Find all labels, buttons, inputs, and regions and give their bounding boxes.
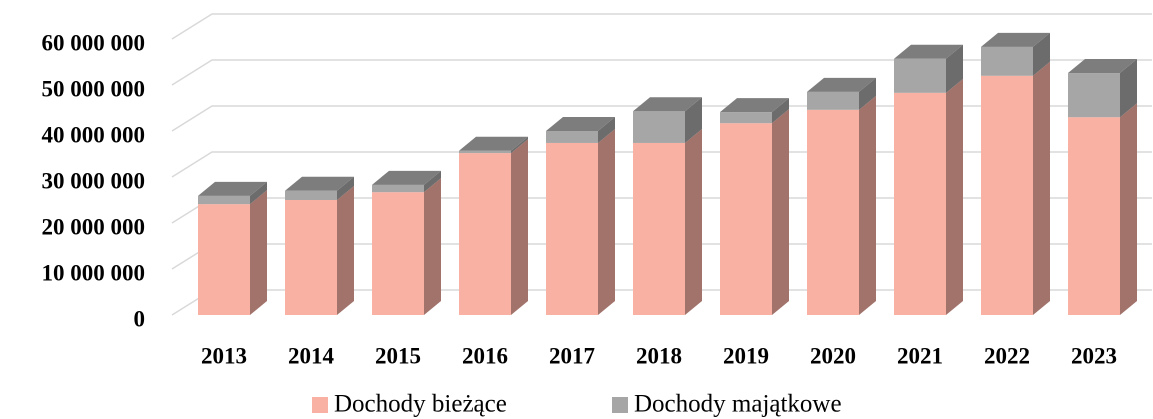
bar-side: [772, 109, 789, 316]
bar-top: [894, 44, 963, 59]
bar-front: [285, 200, 337, 315]
bar-front: [372, 192, 424, 315]
bar-side: [772, 98, 789, 124]
bar-front: [198, 195, 250, 205]
bar-top: [546, 117, 615, 131]
x-tick-label: 2015: [375, 343, 421, 368]
bar-front: [1068, 73, 1120, 118]
bar-front: [720, 123, 772, 316]
x-tick-label: 2016: [462, 343, 508, 368]
bar-front: [720, 112, 772, 124]
x-tick-label: 2021: [897, 343, 943, 368]
bar-side: [946, 44, 963, 93]
x-tick-label: 2019: [723, 343, 769, 368]
bar-side: [250, 181, 267, 205]
bar-top: [633, 97, 702, 112]
bar-front: [981, 75, 1033, 315]
bar-front: [981, 46, 1033, 76]
grid-line: [171, 13, 1152, 40]
bar-side: [424, 178, 441, 315]
bar-side: [859, 77, 876, 110]
bar-side: [1120, 103, 1137, 315]
bar-side: [859, 95, 876, 315]
bar-front: [198, 204, 250, 315]
y-tick-label: 10 000 000: [42, 260, 146, 285]
bar-top: [198, 181, 267, 196]
bar-side: [1120, 59, 1137, 118]
bar-top: [459, 136, 528, 151]
bar-side: [337, 186, 354, 315]
bar-front: [546, 131, 598, 143]
bar-front: [807, 109, 859, 315]
bar-side: [424, 170, 441, 193]
legend-swatch: [612, 397, 628, 413]
y-tick-label: 30 000 000: [42, 168, 146, 193]
bar-front: [459, 153, 511, 315]
bar-front: [894, 92, 946, 315]
bar-side: [685, 128, 702, 315]
bar-top: [981, 32, 1050, 47]
bar-top: [807, 77, 876, 92]
bar-side: [250, 190, 267, 315]
bar-front: [807, 91, 859, 110]
bar-front: [894, 58, 946, 93]
bar-side: [598, 128, 615, 315]
grid-line: [171, 59, 1152, 86]
legend-label: Dochody majątkowe: [634, 391, 842, 418]
legend-label: Dochody bieżące: [334, 391, 507, 418]
bar-side: [946, 78, 963, 315]
legend-swatch: [312, 397, 328, 413]
bar-side: [1033, 32, 1050, 76]
y-tick-label: 0: [134, 306, 146, 331]
bar-front: [546, 142, 598, 315]
bar-front: [459, 150, 511, 154]
bar-top: [1068, 59, 1137, 74]
bar-front: [1068, 117, 1120, 315]
x-tick-label: 2023: [1071, 343, 1117, 368]
y-tick-label: 40 000 000: [42, 122, 146, 147]
y-tick-label: 50 000 000: [42, 76, 146, 101]
bar-front: [285, 190, 337, 200]
x-tick-label: 2014: [288, 343, 335, 368]
bar-top: [372, 170, 441, 185]
bar-side: [511, 139, 528, 315]
x-tick-label: 2020: [810, 343, 856, 368]
x-tick-label: 2022: [984, 343, 1030, 368]
x-tick-label: 2013: [201, 343, 247, 368]
y-tick-label: 20 000 000: [42, 214, 146, 239]
bar-top: [720, 98, 789, 113]
bar-side: [511, 136, 528, 154]
bar-top: [285, 176, 354, 191]
bar-front: [633, 111, 685, 143]
bar-side: [1033, 61, 1050, 315]
bar-front: [633, 142, 685, 315]
bar-side: [685, 97, 702, 143]
x-tick-label: 2017: [549, 343, 595, 368]
x-tick-label: 2018: [636, 343, 682, 368]
y-tick-label: 60 000 000: [42, 30, 146, 55]
bar-side: [337, 176, 354, 200]
bar-front: [372, 184, 424, 193]
bar-side: [598, 117, 615, 143]
